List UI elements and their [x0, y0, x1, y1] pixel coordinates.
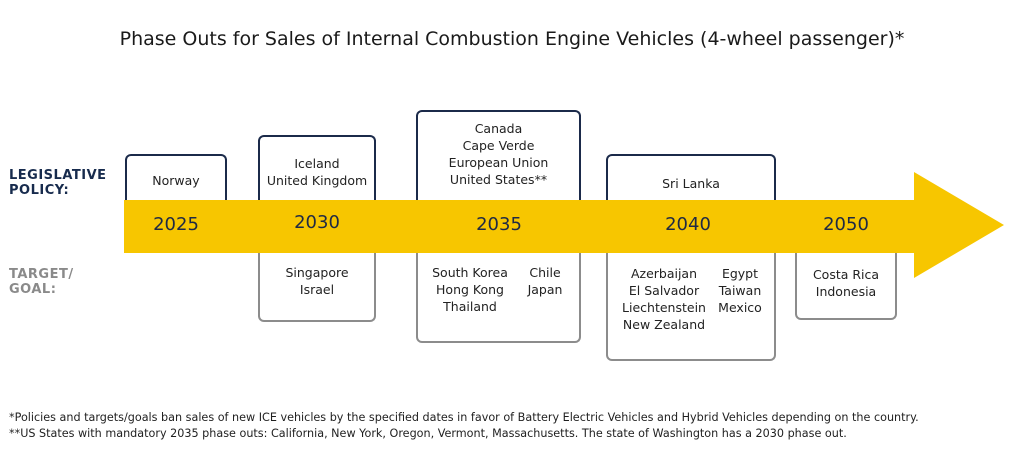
legislative-box-2025: Norway — [125, 154, 227, 202]
footnote-2: **US States with mandatory 2035 phase ou… — [9, 427, 847, 440]
legislative-label-line2: POLICY: — [9, 183, 70, 198]
country-name: Japan — [527, 282, 563, 297]
country-name: South Korea — [432, 265, 508, 280]
footnotes: *Policies and targets/goals ban sales of… — [9, 410, 919, 442]
country-name: Mexico — [718, 300, 762, 315]
timeline-arrow-shape — [124, 172, 1004, 278]
country-name: Singapore — [285, 265, 349, 280]
country-name: Indonesia — [815, 284, 877, 299]
country-name: New Zealand — [622, 317, 706, 332]
target-box-2050: Costa Rica Indonesia — [795, 252, 897, 320]
legislative-box-2035: Canada Cape Verde European Union United … — [416, 110, 581, 202]
country-name: Israel — [299, 282, 335, 297]
target-goal-label: TARGET/ GOAL: — [9, 267, 74, 297]
country-name: Sri Lanka — [662, 176, 720, 191]
target-box-2035: South Korea Hong Kong Thailand Chile Jap… — [416, 252, 581, 343]
legislative-policy-label: LEGISLATIVE POLICY: — [9, 168, 107, 198]
country-name: Chile — [529, 265, 561, 280]
timeline-arrow — [124, 172, 1004, 278]
country-name: Costa Rica — [812, 267, 880, 282]
legislative-box-2040: Sri Lanka — [606, 154, 776, 202]
country-name: Thailand — [443, 299, 497, 314]
target-label-line2: GOAL: — [9, 282, 57, 297]
country-name: Cape Verde — [462, 138, 535, 153]
legislative-label-line1: LEGISLATIVE — [9, 168, 107, 183]
year-2025: 2025 — [153, 214, 199, 235]
country-name: United Kingdom — [266, 173, 368, 188]
country-name: El Salvador — [628, 283, 700, 298]
target-box-2030: Singapore Israel — [258, 252, 376, 322]
year-2035: 2035 — [476, 214, 522, 235]
country-name: Egypt — [721, 266, 759, 281]
country-name: Liechtenstein — [622, 300, 706, 315]
year-2050: 2050 — [823, 214, 869, 235]
country-name: Norway — [152, 173, 200, 188]
country-name: Canada — [474, 121, 523, 136]
country-name: United States** — [449, 172, 548, 187]
target-label-line1: TARGET/ — [9, 267, 74, 282]
year-2030: 2030 — [294, 212, 340, 233]
year-2040: 2040 — [665, 214, 711, 235]
country-name: Hong Kong — [436, 282, 504, 297]
country-name: Iceland — [294, 156, 340, 171]
country-name: Azerbaijan — [630, 266, 698, 281]
country-name: Taiwan — [718, 283, 762, 298]
target-box-2040: Azerbaijan El Salvador Liechtenstein New… — [606, 252, 776, 361]
country-name: European Union — [448, 155, 549, 170]
diagram-title: Phase Outs for Sales of Internal Combust… — [119, 28, 905, 50]
legislative-box-2030: Iceland United Kingdom — [258, 135, 376, 202]
footnote-1: *Policies and targets/goals ban sales of… — [9, 411, 919, 424]
